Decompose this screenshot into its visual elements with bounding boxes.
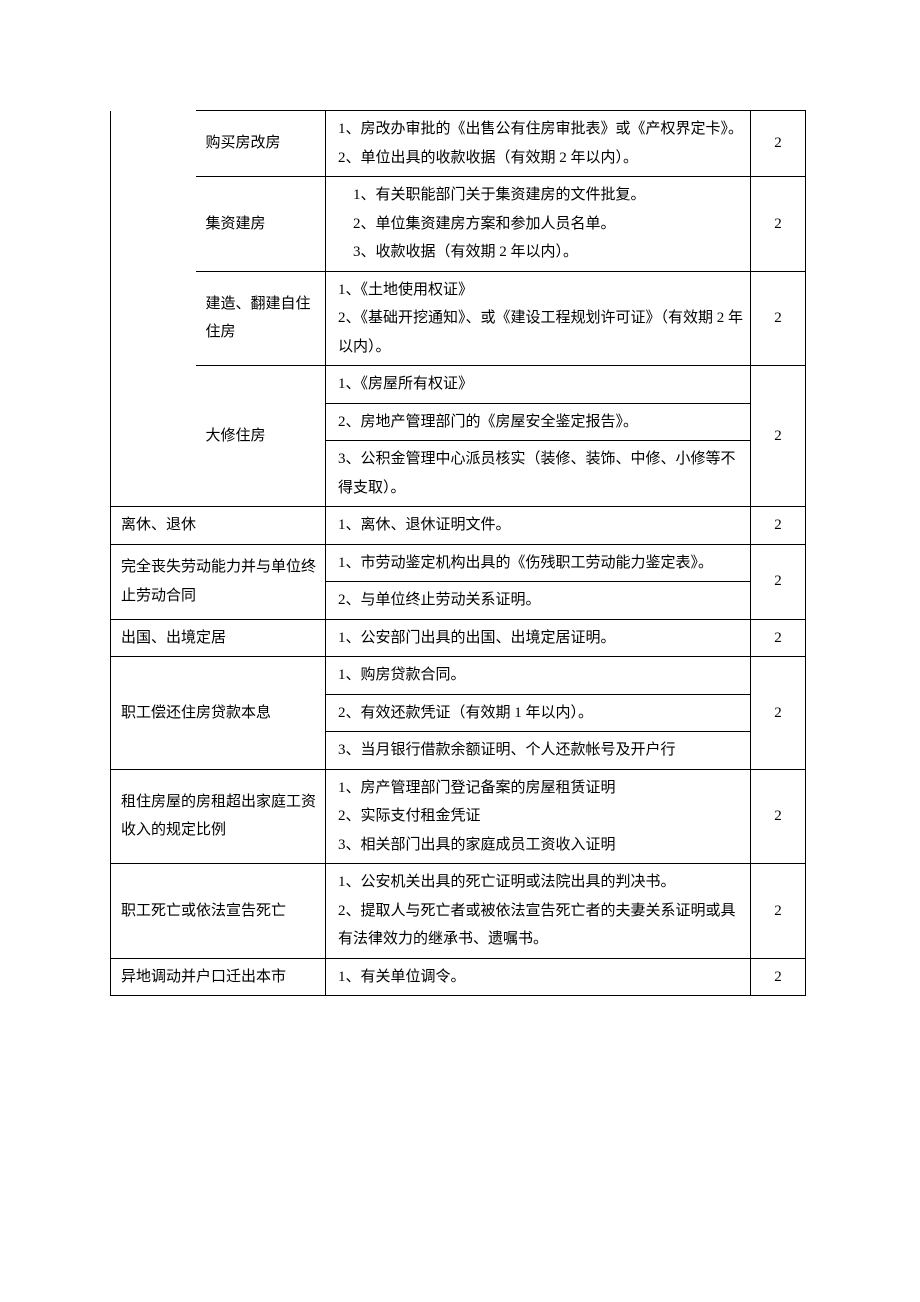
description-cell: 1、市劳动鉴定机构出具的《伤残职工劳动能力鉴定表》。 — [326, 544, 751, 582]
description-cell: 3、公积金管理中心派员核实（装修、装饰、中修、小修等不得支取）。 — [326, 441, 751, 507]
table-row: 购买房改房 1、房改办审批的《出售公有住房审批表》或《产权界定卡》。 2、单位出… — [111, 111, 806, 177]
count-cell: 2 — [751, 958, 806, 996]
description-cell: 1、《房屋所有权证》 — [326, 366, 751, 404]
count-cell: 2 — [751, 657, 806, 770]
table-row: 集资建房 1、有关职能部门关于集资建房的文件批复。 2、单位集资建房方案和参加人… — [111, 177, 806, 272]
category-cell: 出国、出境定居 — [111, 619, 326, 657]
count-cell: 2 — [751, 111, 806, 177]
description-cell: 1、房改办审批的《出售公有住房审批表》或《产权界定卡》。 2、单位出具的收款收据… — [326, 111, 751, 177]
table-row: 异地调动并户口迁出本市 1、有关单位调令。 2 — [111, 958, 806, 996]
count-cell: 2 — [751, 769, 806, 864]
category-cell: 职工偿还住房贷款本息 — [111, 657, 326, 770]
count-cell: 2 — [751, 864, 806, 959]
table-row: 职工死亡或依法宣告死亡 1、公安机关出具的死亡证明或法院出具的判决书。 2、提取… — [111, 864, 806, 959]
count-cell: 2 — [751, 507, 806, 545]
count-cell: 2 — [751, 366, 806, 507]
category-cell: 建造、翻建自住住房 — [196, 271, 326, 366]
category-cell: 租住房屋的房租超出家庭工资收入的规定比例 — [111, 769, 326, 864]
requirements-table: 购买房改房 1、房改办审批的《出售公有住房审批表》或《产权界定卡》。 2、单位出… — [110, 110, 806, 996]
description-cell: 1、公安部门出具的出国、出境定居证明。 — [326, 619, 751, 657]
count-cell: 2 — [751, 544, 806, 619]
table-row: 离休、退休 1、离休、退休证明文件。 2 — [111, 507, 806, 545]
category-cell: 异地调动并户口迁出本市 — [111, 958, 326, 996]
category-cell: 集资建房 — [196, 177, 326, 272]
description-cell: 2、与单位终止劳动关系证明。 — [326, 582, 751, 620]
count-cell: 2 — [751, 177, 806, 272]
table-row: 出国、出境定居 1、公安部门出具的出国、出境定居证明。 2 — [111, 619, 806, 657]
category-cell: 购买房改房 — [196, 111, 326, 177]
description-cell: 3、当月银行借款余额证明、个人还款帐号及开户行 — [326, 732, 751, 770]
category-cell: 离休、退休 — [111, 507, 326, 545]
table-row: 职工偿还住房贷款本息 1、购房贷款合同。 2 — [111, 657, 806, 695]
description-cell: 1、《土地使用权证》 2、《基础开挖通知》、或《建设工程规划许可证》（有效期 2… — [326, 271, 751, 366]
description-cell: 2、房地产管理部门的《房屋安全鉴定报告》。 — [326, 403, 751, 441]
table-row: 完全丧失劳动能力并与单位终止劳动合同 1、市劳动鉴定机构出具的《伤残职工劳动能力… — [111, 544, 806, 582]
description-cell: 1、离休、退休证明文件。 — [326, 507, 751, 545]
category-cell: 大修住房 — [196, 366, 326, 507]
table-row: 租住房屋的房租超出家庭工资收入的规定比例 1、房产管理部门登记备案的房屋租赁证明… — [111, 769, 806, 864]
category-cell: 完全丧失劳动能力并与单位终止劳动合同 — [111, 544, 326, 619]
table-row: 大修住房 1、《房屋所有权证》 2 — [111, 366, 806, 404]
category-cell: 职工死亡或依法宣告死亡 — [111, 864, 326, 959]
count-cell: 2 — [751, 271, 806, 366]
description-cell: 1、房产管理部门登记备案的房屋租赁证明 2、实际支付租金凭证 3、相关部门出具的… — [326, 769, 751, 864]
description-cell: 2、有效还款凭证（有效期 1 年以内）。 — [326, 694, 751, 732]
description-cell: 1、购房贷款合同。 — [326, 657, 751, 695]
count-cell: 2 — [751, 619, 806, 657]
description-cell: 1、有关单位调令。 — [326, 958, 751, 996]
category-group-empty — [111, 111, 196, 507]
table-row: 建造、翻建自住住房 1、《土地使用权证》 2、《基础开挖通知》、或《建设工程规划… — [111, 271, 806, 366]
description-cell: 1、公安机关出具的死亡证明或法院出具的判决书。 2、提取人与死亡者或被依法宣告死… — [326, 864, 751, 959]
description-cell: 1、有关职能部门关于集资建房的文件批复。 2、单位集资建房方案和参加人员名单。 … — [326, 177, 751, 272]
